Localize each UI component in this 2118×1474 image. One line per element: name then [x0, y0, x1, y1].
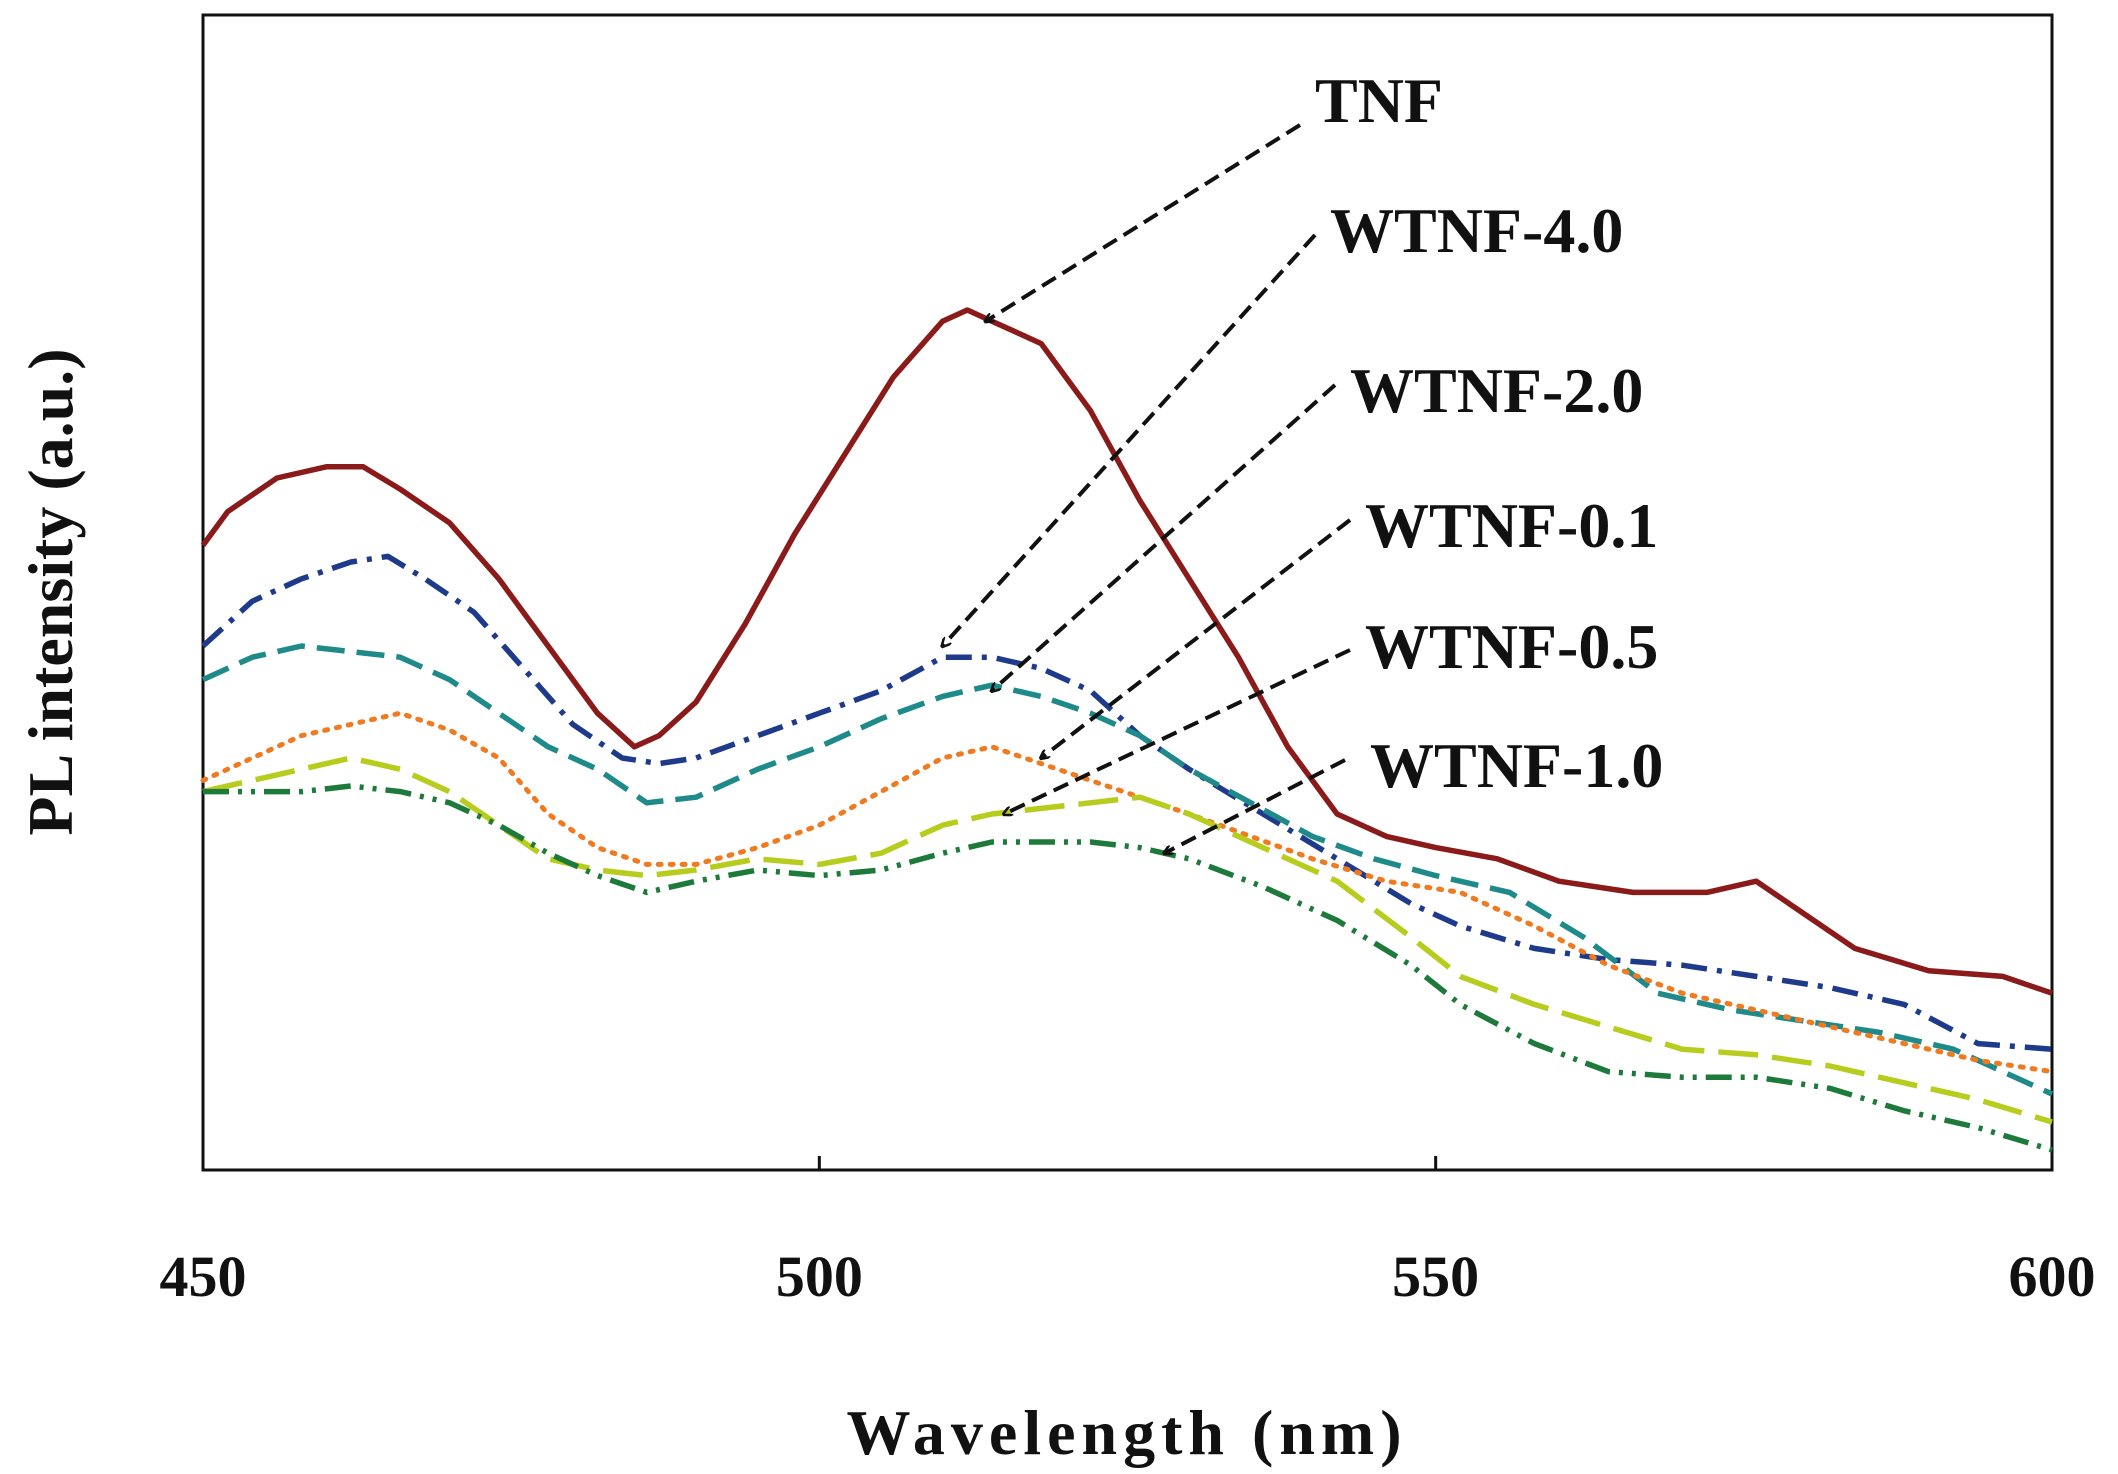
- x-tick-label: 500: [776, 1244, 863, 1309]
- series-line-wtnf-4-0: [201, 553, 2053, 1052]
- series-line-wtnf-1-0: [203, 783, 2053, 1153]
- series-label-wtnf-4-0: WTNF-4.0: [1330, 195, 1623, 266]
- series-label-wtnf-1-0: WTNF-1.0: [1370, 730, 1663, 801]
- series-label-wtnf-0-1: WTNF-0.1: [1365, 490, 1658, 561]
- callout-arrow-tnf: [986, 123, 1302, 321]
- callout-arrow-wtnf-2-0: [992, 383, 1337, 691]
- series-label-wtnf-2-0: WTNF-2.0: [1350, 355, 1643, 426]
- series-line-wtnf-0-1: [200, 710, 2055, 1075]
- x-tick-label: 450: [160, 1244, 247, 1309]
- x-axis: 450 500 550 600: [160, 1156, 2096, 1309]
- callout-arrow-wtnf-0-1: [1041, 518, 1352, 758]
- annotation-layer: TNF WTNF-4.0 WTNF-2.0 WTNF-0.1 WTNF-0.5 WTNF-…: [943, 65, 1663, 853]
- series-line-wtnf-0-5: [202, 755, 2053, 1125]
- x-axis-title: Wavelength (nm): [846, 1397, 1407, 1468]
- x-tick-label: 550: [1392, 1244, 1479, 1309]
- callout-arrow-wtnf-0-5: [1004, 648, 1351, 814]
- series-line-wtnf-2-0: [201, 643, 2054, 1097]
- series-line-tnf: [200, 307, 2053, 996]
- series-layer: [200, 307, 2055, 1153]
- series-label-wtnf-0-5: WTNF-0.5: [1365, 611, 1658, 682]
- callout-arrow-wtnf-4-0: [943, 233, 1317, 646]
- callout-arrow-wtnf-1-0: [1164, 758, 1346, 853]
- series-label-tnf: TNF: [1315, 65, 1443, 136]
- plot-area-frame: [201, 13, 2054, 1172]
- y-axis-title: PL intensity (a.u.): [15, 348, 86, 835]
- x-tick-label: 600: [2009, 1244, 2096, 1309]
